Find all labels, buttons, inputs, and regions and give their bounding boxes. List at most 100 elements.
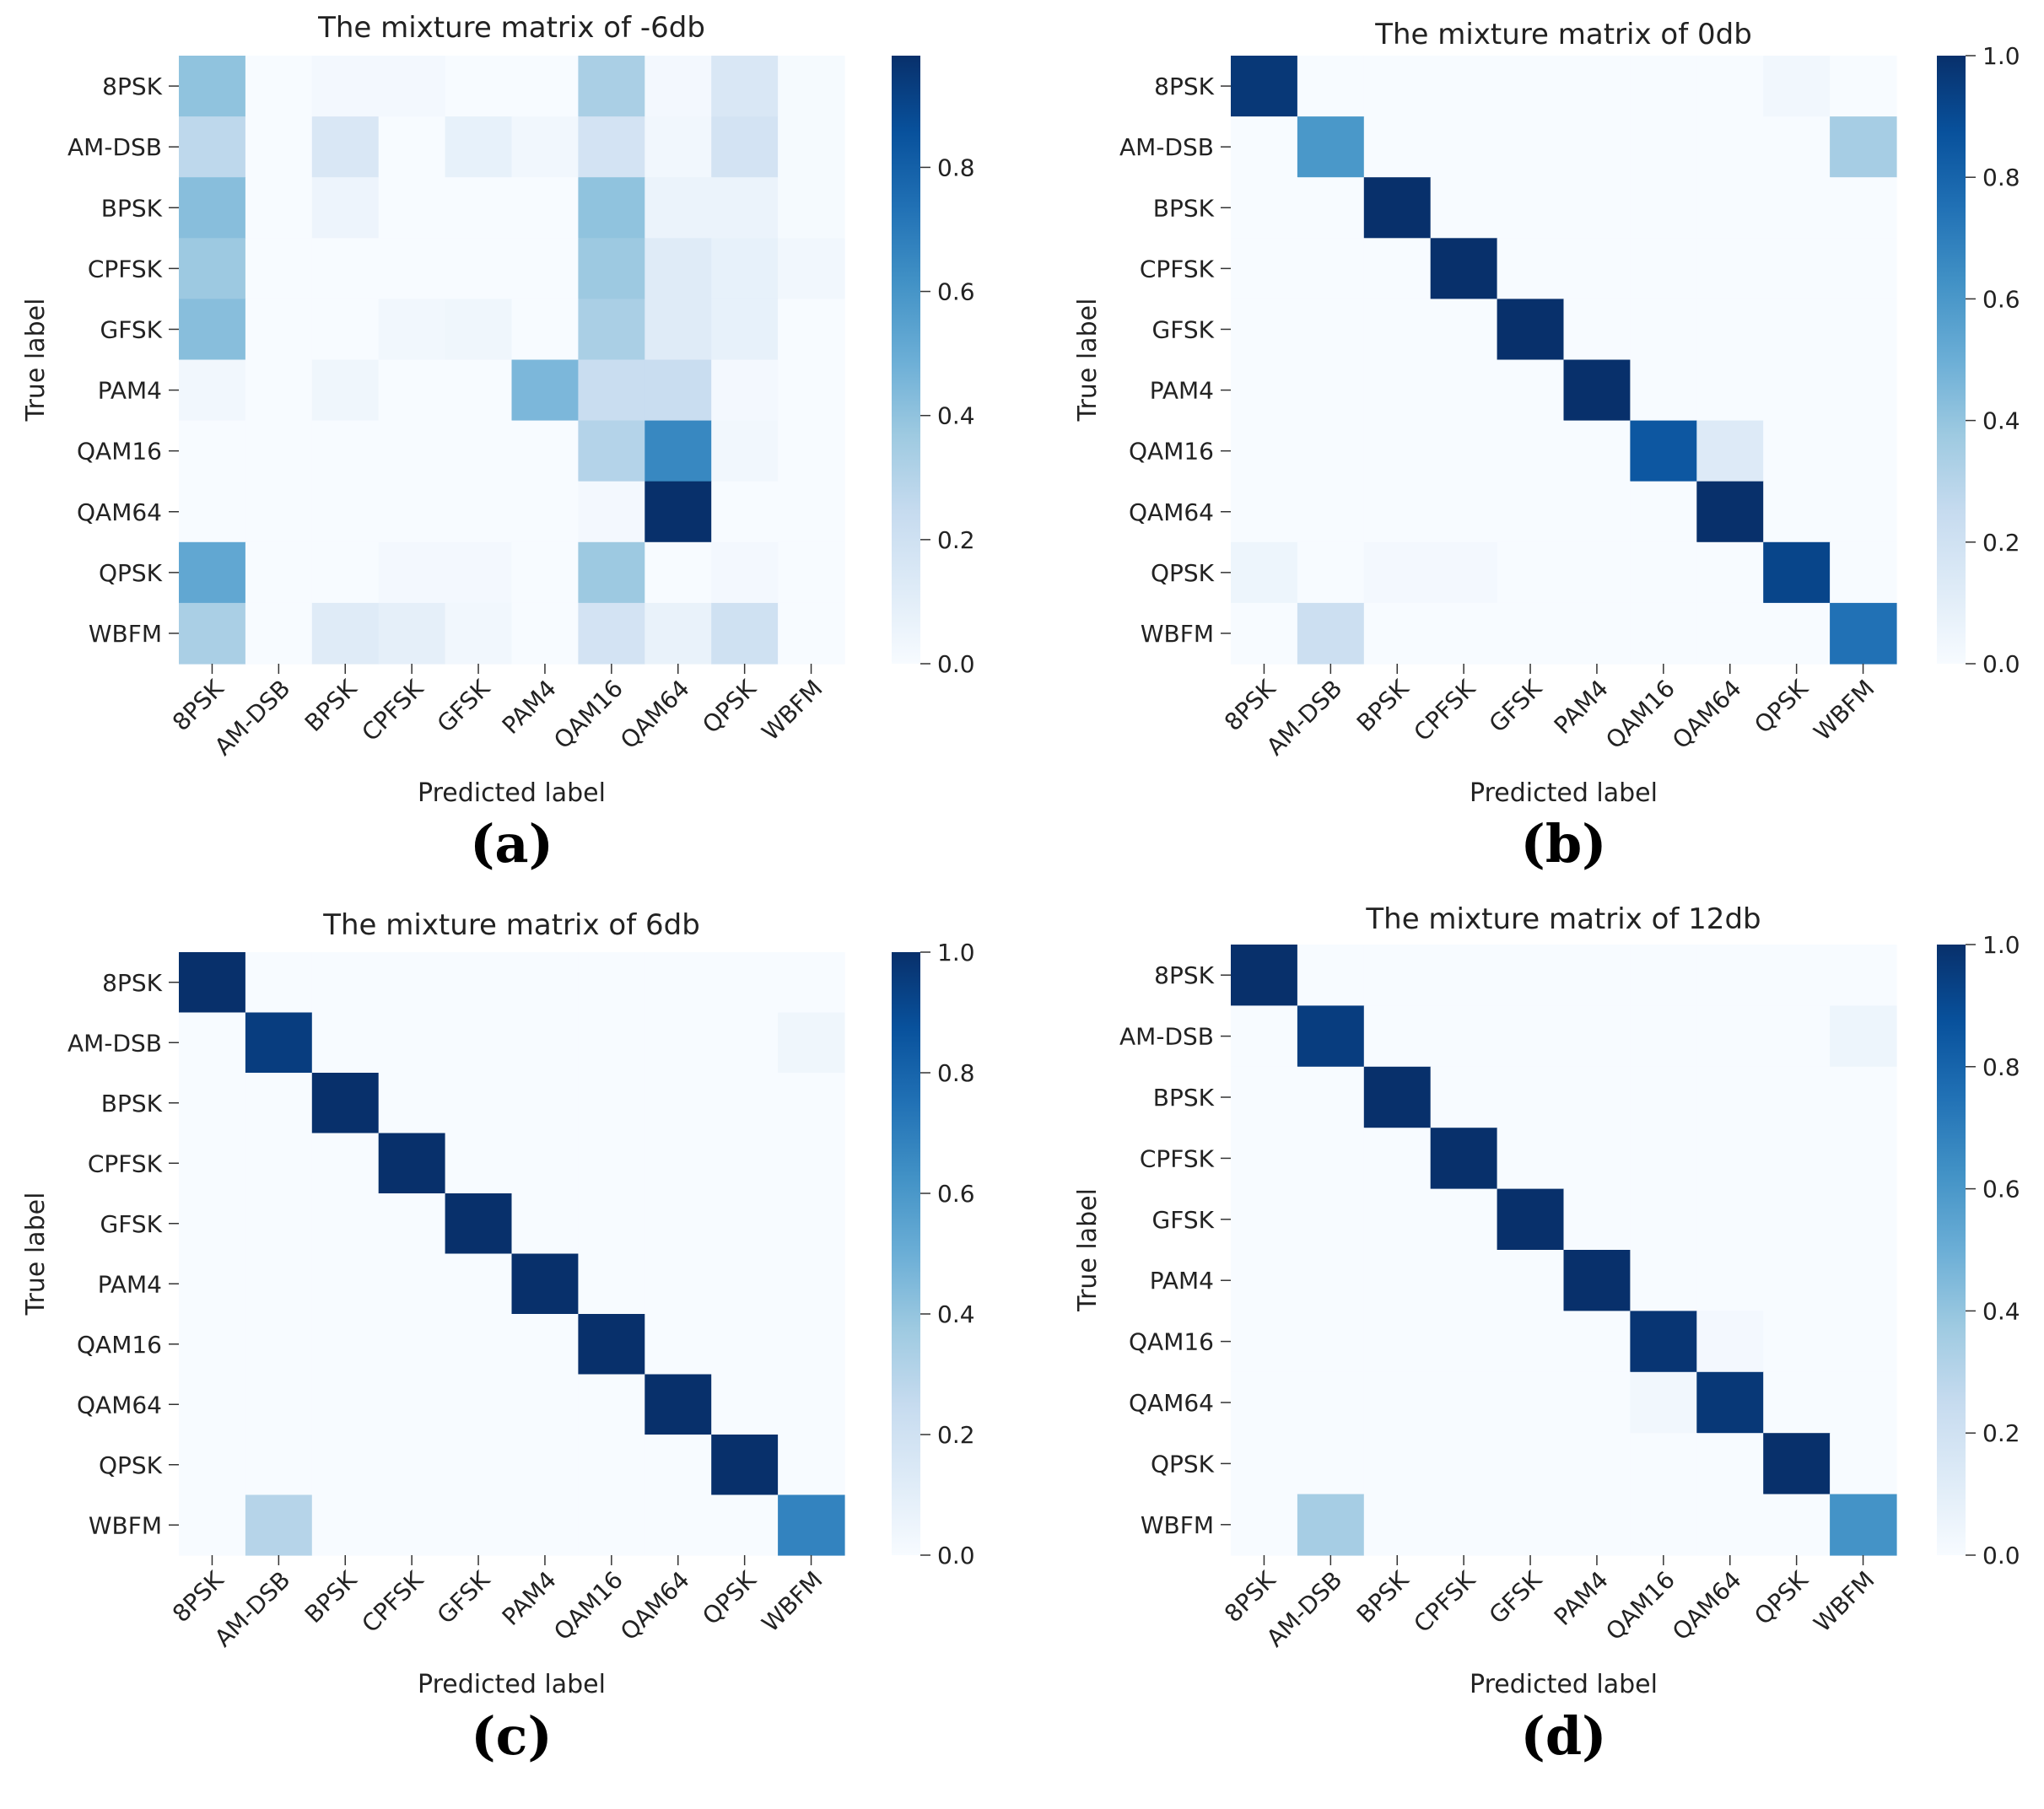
heatmap-cell	[311, 1253, 380, 1315]
chart-title: The mixture matrix of 6db	[322, 908, 700, 942]
heatmap-cell	[578, 1193, 645, 1255]
colorbar-tick-label: 0.2	[937, 1421, 975, 1449]
heatmap-cell	[1430, 116, 1498, 178]
heatmap-cell	[1696, 238, 1764, 299]
heatmap-cell	[245, 1012, 313, 1074]
heatmap-cell	[445, 1314, 513, 1376]
heatmap-cell	[445, 1494, 513, 1556]
heatmap-cell	[445, 359, 513, 422]
heatmap-cell	[711, 1374, 779, 1435]
heatmap-cell	[1363, 1128, 1432, 1190]
heatmap-cell	[378, 1012, 446, 1074]
chart-title: The mixture matrix of 12db	[1365, 902, 1761, 936]
heatmap-cell	[778, 177, 845, 239]
heatmap-cell	[1430, 1433, 1498, 1495]
heatmap-cell	[778, 481, 845, 543]
y-tick-label: GFSK	[100, 315, 163, 343]
heatmap-cell	[1763, 238, 1831, 299]
heatmap-cell	[311, 541, 380, 604]
heatmap-cell	[378, 1253, 446, 1315]
heatmap-cell	[1231, 481, 1298, 543]
panel-caption: (a)	[470, 813, 553, 875]
y-tick-label: QPSK	[99, 1451, 163, 1479]
x-tick-label: BPSK	[1351, 674, 1415, 737]
x-tick-label: QPSK	[697, 674, 762, 739]
heatmap-cell	[1563, 945, 1631, 1006]
heatmap-cell	[578, 299, 645, 361]
heatmap-cell	[378, 1314, 446, 1376]
heatmap-cell	[179, 1314, 246, 1376]
heatmap-cell	[511, 1435, 579, 1496]
heatmap-cell	[1696, 359, 1764, 422]
heatmap-cell	[311, 1435, 380, 1496]
heatmap-cell	[1763, 56, 1831, 117]
heatmap-cell	[644, 602, 712, 665]
heatmap-cell	[1763, 541, 1831, 604]
heatmap-cell	[445, 1012, 513, 1074]
heatmap-cell	[1363, 1311, 1432, 1373]
heatmap-cell	[578, 420, 645, 482]
heatmap-cell	[511, 359, 579, 422]
colorbar-tick-label: 0.8	[1982, 1053, 2020, 1081]
x-tick-label: BPSK	[1351, 1565, 1415, 1629]
heatmap-cell	[1763, 1433, 1831, 1495]
heatmap-cell	[1497, 602, 1565, 665]
heatmap-cell	[1297, 299, 1365, 361]
heatmap-cell	[311, 602, 380, 665]
heatmap-cell	[445, 116, 513, 178]
heatmap-cell	[1363, 1433, 1432, 1495]
heatmap-cell	[1297, 541, 1365, 604]
heatmap-cell	[1630, 238, 1697, 299]
heatmap-cell	[644, 238, 712, 299]
heatmap-cell	[1696, 1250, 1764, 1311]
heatmap-cell	[1830, 602, 1897, 665]
heatmap-cell	[378, 602, 446, 665]
heatmap-cell	[644, 299, 712, 361]
heatmap-cell	[245, 541, 313, 604]
x-tick-label: 8PSK	[1219, 1565, 1281, 1628]
heatmap-cell	[1497, 541, 1565, 604]
y-tick-label: BPSK	[101, 1090, 163, 1117]
y-tick-label: QAM16	[1129, 438, 1214, 466]
heatmap-cell	[311, 1133, 380, 1194]
heatmap-cell	[1563, 1311, 1631, 1373]
heatmap-cell	[1563, 56, 1631, 117]
heatmap-cell	[1297, 602, 1365, 665]
y-axis-label: True label	[1073, 299, 1103, 423]
heatmap-cell	[179, 359, 246, 422]
heatmap-cell	[1497, 945, 1565, 1006]
x-tick-label: GFSK	[1484, 1565, 1548, 1629]
heatmap-cell	[778, 1193, 845, 1255]
heatmap-cell	[445, 602, 513, 665]
heatmap-cell	[1497, 299, 1565, 361]
heatmap-cell	[1830, 1494, 1897, 1556]
heatmap-cell	[245, 1435, 313, 1496]
heatmap-cell	[1830, 1066, 1897, 1128]
heatmap-cell	[578, 1314, 645, 1376]
heatmap-cell	[644, 116, 712, 178]
heatmap-cell	[1497, 1311, 1565, 1373]
heatmap-cell	[1231, 238, 1298, 299]
colorbar-tick-label: 0.4	[937, 1300, 975, 1328]
heatmap-cell	[1830, 1005, 1897, 1068]
heatmap-cell	[1297, 1005, 1365, 1068]
heatmap-cell	[511, 602, 579, 665]
heatmap-cell	[1630, 1371, 1697, 1434]
x-tick-label: QAM64	[615, 675, 695, 755]
heatmap-cell	[1830, 481, 1897, 543]
y-tick-label: 8PSK	[102, 969, 162, 997]
x-tick-label: PAM4	[1549, 1566, 1614, 1631]
heatmap-cell	[1763, 1188, 1831, 1251]
heatmap-cell	[778, 1494, 845, 1556]
heatmap-cell	[578, 602, 645, 665]
heatmap-cell	[778, 1314, 845, 1376]
heatmap-cell	[1497, 1371, 1565, 1434]
heatmap-cell	[1830, 177, 1897, 239]
heatmap-cell	[378, 420, 446, 482]
heatmap-cell	[1630, 1066, 1697, 1128]
y-tick-label: AM-DSB	[1119, 133, 1214, 161]
heatmap-cell	[1563, 1005, 1631, 1068]
heatmap-cell	[1563, 299, 1631, 361]
x-tick-label: PAM4	[497, 1566, 562, 1631]
